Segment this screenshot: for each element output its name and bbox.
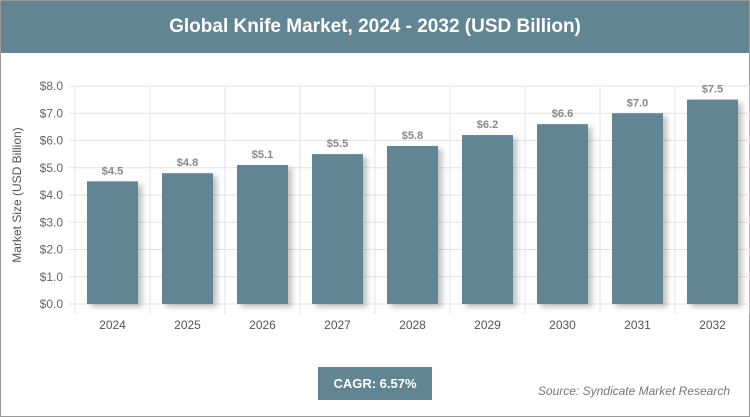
data-label: $5.5 xyxy=(327,138,348,150)
x-tick-label: 2030 xyxy=(549,318,576,332)
y-tick-label: $0.0 xyxy=(40,297,64,311)
x-tick-label: 2026 xyxy=(249,318,276,332)
chart-title: Global Knife Market, 2024 - 2032 (USD Bi… xyxy=(1,1,749,53)
x-tick-label: 2025 xyxy=(174,318,201,332)
y-tick-label: $8.0 xyxy=(40,79,64,93)
x-tick-label: 2028 xyxy=(399,318,426,332)
x-tick-label: 2031 xyxy=(624,318,651,332)
x-tick-label: 2029 xyxy=(474,318,501,332)
data-label: $4.5 xyxy=(102,165,123,177)
y-tick-label: $7.0 xyxy=(40,106,64,120)
y-tick-label: $1.0 xyxy=(40,270,64,284)
y-tick-label: $5.0 xyxy=(40,161,64,175)
y-tick-label: $6.0 xyxy=(40,134,64,148)
y-tick-label: $2.0 xyxy=(40,243,64,257)
x-tick-label: 2032 xyxy=(699,318,726,332)
bar-2030 xyxy=(537,124,588,305)
bar-2032 xyxy=(687,99,738,304)
bar-2031 xyxy=(612,113,663,304)
bar-2029 xyxy=(462,135,513,304)
data-label: $6.6 xyxy=(552,108,573,120)
y-tick-label: $3.0 xyxy=(40,215,64,229)
data-label: $5.8 xyxy=(402,130,423,142)
data-label: $4.8 xyxy=(177,157,198,169)
bar-2025 xyxy=(162,173,213,304)
bar-2026 xyxy=(237,165,288,304)
y-axis-label: Market Size (USD Billion) xyxy=(10,127,24,262)
x-tick-label: 2024 xyxy=(99,318,126,332)
bar-2024 xyxy=(87,181,138,304)
data-label: $6.2 xyxy=(477,119,498,131)
data-label: $7.5 xyxy=(702,84,723,96)
bar-2028 xyxy=(387,145,438,304)
cagr-badge: CAGR: 6.57% xyxy=(318,367,432,400)
bar-2027 xyxy=(312,154,363,304)
data-label: $5.1 xyxy=(252,149,273,161)
data-label: $7.0 xyxy=(627,97,648,109)
x-tick-label: 2027 xyxy=(324,318,351,332)
y-tick-label: $4.0 xyxy=(40,188,64,202)
source-note: Source: Syndicate Market Research xyxy=(537,384,730,398)
